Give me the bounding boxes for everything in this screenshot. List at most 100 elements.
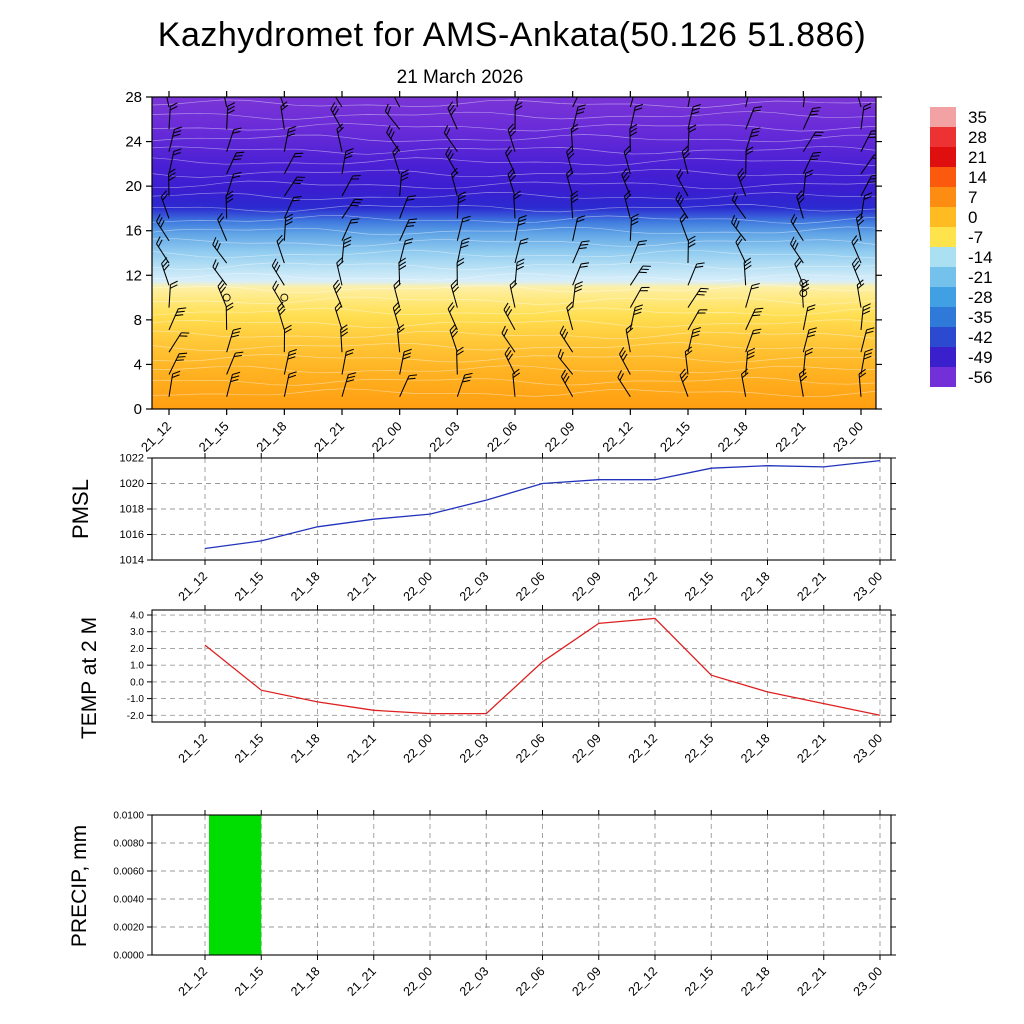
svg-text:-7: -7 <box>968 228 983 247</box>
svg-text:0.0020: 0.0020 <box>113 923 144 934</box>
date-subtitle: 21 March 2026 <box>396 67 524 88</box>
svg-text:-14: -14 <box>968 248 993 267</box>
svg-text:0.0060: 0.0060 <box>113 867 144 878</box>
svg-text:20: 20 <box>125 178 142 195</box>
svg-text:22_18: 22_18 <box>715 419 751 455</box>
svg-text:22_15: 22_15 <box>682 569 717 604</box>
svg-text:21_18: 21_18 <box>253 419 289 455</box>
svg-text:16: 16 <box>125 223 142 240</box>
svg-text:2.0: 2.0 <box>130 644 144 655</box>
svg-text:14: 14 <box>968 168 987 187</box>
svg-text:21_21: 21_21 <box>344 964 379 999</box>
svg-text:22_15: 22_15 <box>682 731 717 766</box>
svg-text:7: 7 <box>968 188 977 207</box>
svg-text:0.0100: 0.0100 <box>113 811 144 822</box>
svg-text:21_12: 21_12 <box>176 731 211 766</box>
svg-text:0.0000: 0.0000 <box>113 951 144 962</box>
svg-text:0: 0 <box>968 208 977 227</box>
svg-text:22_09: 22_09 <box>542 419 578 455</box>
svg-text:21_15: 21_15 <box>196 419 232 455</box>
svg-text:1014: 1014 <box>120 555 144 567</box>
svg-text:-2.0: -2.0 <box>127 711 145 722</box>
svg-text:22_00: 22_00 <box>401 964 436 999</box>
svg-text:22_06: 22_06 <box>513 569 548 604</box>
svg-text:1018: 1018 <box>120 504 144 516</box>
svg-text:22_06: 22_06 <box>513 964 548 999</box>
pmsl-panel: 1014 1016 1018 1020 1022 21_12 21_15 21_18 21_21… <box>68 453 896 604</box>
temp-2m-panel: -2.0 -1.0 0.0 1.0 2.0 3.0 4.0 21_12 21_15 21_18 21… <box>78 605 896 766</box>
svg-text:-42: -42 <box>968 328 993 347</box>
svg-text:21_18: 21_18 <box>288 569 323 604</box>
svg-text:21_21: 21_21 <box>344 731 379 766</box>
svg-text:22_03: 22_03 <box>426 419 462 455</box>
svg-text:22_15: 22_15 <box>657 419 693 455</box>
svg-text:28: 28 <box>968 128 987 147</box>
svg-text:22_21: 22_21 <box>772 419 808 455</box>
svg-text:28: 28 <box>125 89 142 106</box>
svg-text:22_09: 22_09 <box>569 964 604 999</box>
svg-text:1022: 1022 <box>120 453 144 465</box>
svg-text:23_00: 23_00 <box>830 419 866 455</box>
svg-text:22_21: 22_21 <box>794 731 829 766</box>
svg-text:22_03: 22_03 <box>457 569 492 604</box>
svg-text:21: 21 <box>968 148 987 167</box>
svg-text:23_00: 23_00 <box>851 569 886 604</box>
svg-text:PRECIP, mm: PRECIP, mm <box>68 825 91 947</box>
svg-text:0.0040: 0.0040 <box>113 895 144 906</box>
svg-text:22_18: 22_18 <box>738 964 773 999</box>
svg-text:22_06: 22_06 <box>513 731 548 766</box>
svg-text:-21: -21 <box>968 268 993 287</box>
precip-panel: 0.0000 0.0020 0.0040 0.0060 0.0080 0.0100 21_1… <box>68 810 896 999</box>
svg-text:22_12: 22_12 <box>626 731 661 766</box>
svg-text:22_03: 22_03 <box>457 731 492 766</box>
svg-text:21_15: 21_15 <box>232 731 267 766</box>
svg-text:22_18: 22_18 <box>738 731 773 766</box>
svg-text:-56: -56 <box>968 368 993 387</box>
svg-text:23_00: 23_00 <box>851 964 886 999</box>
svg-text:22_12: 22_12 <box>599 419 635 455</box>
svg-text:-28: -28 <box>968 288 993 307</box>
svg-text:22_00: 22_00 <box>401 731 436 766</box>
svg-text:1020: 1020 <box>120 478 144 490</box>
svg-text:21_21: 21_21 <box>311 419 347 455</box>
svg-text:22_12: 22_12 <box>626 964 661 999</box>
svg-text:22_09: 22_09 <box>569 569 604 604</box>
svg-text:22_06: 22_06 <box>484 419 520 455</box>
svg-text:22_12: 22_12 <box>626 569 661 604</box>
svg-text:21_18: 21_18 <box>288 731 323 766</box>
page-title: Kazhydromet for AMS-Ankata(50.126 51.886… <box>157 16 867 54</box>
svg-text:4: 4 <box>134 356 142 373</box>
svg-text:21_21: 21_21 <box>344 569 379 604</box>
svg-text:21_12: 21_12 <box>138 419 174 455</box>
svg-text:21_18: 21_18 <box>288 964 323 999</box>
svg-text:1.0: 1.0 <box>130 661 144 672</box>
svg-text:22_09: 22_09 <box>569 731 604 766</box>
svg-text:22_03: 22_03 <box>457 964 492 999</box>
svg-text:21_12: 21_12 <box>176 569 211 604</box>
svg-text:PMSL: PMSL <box>68 479 93 539</box>
svg-text:4.0: 4.0 <box>130 611 144 622</box>
svg-text:22_21: 22_21 <box>794 964 829 999</box>
svg-text:21_15: 21_15 <box>232 569 267 604</box>
svg-text:22_21: 22_21 <box>794 569 829 604</box>
cross-section-panel: 0 4 8 12 16 20 24 28 21_12 21_15 21_18 21_21 22_00 22… <box>125 89 882 455</box>
svg-text:21_12: 21_12 <box>176 964 211 999</box>
svg-text:22_00: 22_00 <box>401 569 436 604</box>
svg-text:TEMP at 2 M: TEMP at 2 M <box>78 617 101 739</box>
svg-text:-49: -49 <box>968 348 993 367</box>
svg-text:22_15: 22_15 <box>682 964 717 999</box>
svg-text:0.0: 0.0 <box>130 677 144 688</box>
svg-text:23_00: 23_00 <box>851 731 886 766</box>
svg-text:1016: 1016 <box>120 529 144 541</box>
svg-text:12: 12 <box>125 267 142 284</box>
svg-text:22_18: 22_18 <box>738 569 773 604</box>
svg-text:-35: -35 <box>968 308 993 327</box>
svg-text:8: 8 <box>134 312 142 329</box>
svg-text:22_00: 22_00 <box>369 419 405 455</box>
svg-text:3.0: 3.0 <box>130 627 144 638</box>
svg-text:24: 24 <box>125 134 142 151</box>
svg-text:0: 0 <box>134 401 142 418</box>
